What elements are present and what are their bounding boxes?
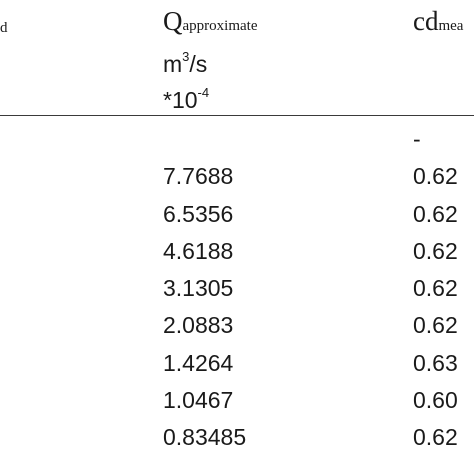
cd-cell: 0.62 — [413, 312, 458, 338]
header-cd-symbol: cd — [413, 6, 439, 36]
q-cell: 2.0883 — [163, 312, 234, 338]
header-q-scale-prefix: *10 — [163, 87, 198, 113]
cd-cell: 0.62 — [413, 238, 458, 264]
q-cell: 6.5356 — [163, 201, 234, 227]
q-cell: 7.7688 — [163, 163, 234, 189]
cd-cell: - — [413, 126, 421, 152]
header-col1-fragment: d — [0, 20, 8, 36]
header-q-unit-rest: /s — [189, 51, 208, 77]
header-q-symbol: Q — [163, 6, 183, 36]
q-cell: 4.6188 — [163, 238, 234, 264]
header-rule — [0, 115, 474, 116]
header-cd: cdmea — [413, 6, 463, 36]
cd-cell: 0.60 — [413, 387, 458, 413]
header-q: Qapproximate — [163, 6, 257, 36]
cd-cell: 0.62 — [413, 201, 458, 227]
cd-cell: 0.62 — [413, 424, 458, 450]
cd-cell: 0.63 — [413, 350, 458, 376]
header-q-unit-exp: 3 — [182, 49, 190, 64]
header-q-unit: m3/s — [163, 44, 207, 77]
q-cell: 1.0467 — [163, 387, 234, 413]
q-cell: 0.83485 — [163, 424, 247, 450]
header-q-scale-exp: -4 — [197, 85, 210, 100]
q-cell: 1.4264 — [163, 350, 234, 376]
header-q-subscript: approximate — [182, 18, 258, 34]
header-q-unit-base: m — [163, 51, 183, 77]
header-cd-subscript: mea — [438, 18, 464, 34]
cd-cell: 0.62 — [413, 163, 458, 189]
q-cell: 3.1305 — [163, 275, 234, 301]
cd-cell: 0.62 — [413, 275, 458, 301]
header-q-scale: *10-4 — [163, 80, 209, 113]
